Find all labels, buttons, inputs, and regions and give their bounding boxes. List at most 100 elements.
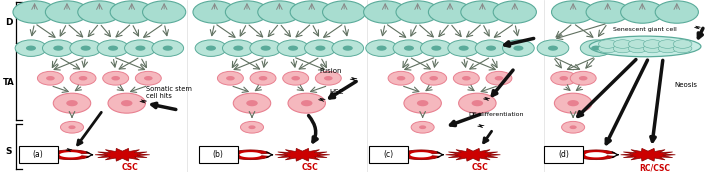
Ellipse shape [598,40,617,48]
Wedge shape [576,150,615,160]
Ellipse shape [629,44,647,53]
Ellipse shape [217,71,243,85]
Polygon shape [66,148,72,152]
Ellipse shape [233,93,271,113]
Ellipse shape [53,93,91,113]
Ellipse shape [411,121,434,133]
Text: CSC: CSC [121,163,138,172]
Ellipse shape [110,1,153,23]
Ellipse shape [261,46,271,51]
Ellipse shape [288,46,298,51]
Ellipse shape [629,40,647,48]
Ellipse shape [240,121,264,133]
Polygon shape [318,98,325,101]
Text: (d): (d) [558,151,570,159]
FancyBboxPatch shape [19,146,58,163]
Text: (c): (c) [384,151,394,159]
Text: (a): (a) [33,151,43,159]
Ellipse shape [112,76,120,81]
Wedge shape [401,150,440,160]
Ellipse shape [552,1,595,23]
Ellipse shape [579,76,588,81]
Polygon shape [483,97,490,101]
Ellipse shape [420,40,452,56]
Ellipse shape [366,40,397,56]
Ellipse shape [658,44,677,53]
Ellipse shape [70,40,102,56]
Ellipse shape [315,46,325,51]
Ellipse shape [461,1,504,23]
Ellipse shape [404,46,414,51]
Ellipse shape [108,46,118,51]
Ellipse shape [397,76,405,81]
Ellipse shape [258,1,301,23]
Wedge shape [230,150,269,160]
Ellipse shape [103,71,129,85]
Ellipse shape [13,1,56,23]
Polygon shape [140,100,147,103]
Wedge shape [240,152,261,157]
Ellipse shape [462,76,471,81]
Ellipse shape [135,46,145,51]
Ellipse shape [613,44,632,53]
Ellipse shape [125,40,156,56]
Ellipse shape [448,40,480,56]
Ellipse shape [562,121,585,133]
Ellipse shape [655,1,698,23]
Ellipse shape [419,125,426,129]
FancyBboxPatch shape [369,146,408,163]
Ellipse shape [323,1,366,23]
FancyBboxPatch shape [544,146,583,163]
Ellipse shape [548,46,558,51]
Ellipse shape [475,40,507,56]
Ellipse shape [135,71,161,85]
Ellipse shape [459,93,496,113]
Ellipse shape [431,46,441,51]
Ellipse shape [143,1,186,23]
Ellipse shape [377,46,387,51]
Ellipse shape [658,40,677,48]
Ellipse shape [152,40,184,56]
Polygon shape [350,77,357,81]
Ellipse shape [15,40,47,56]
Ellipse shape [81,46,91,51]
Ellipse shape [591,46,601,51]
Ellipse shape [495,76,503,81]
Polygon shape [477,124,485,128]
Ellipse shape [206,46,216,51]
Ellipse shape [97,40,129,56]
Text: (b): (b) [212,151,224,159]
Ellipse shape [248,125,256,129]
Ellipse shape [78,1,121,23]
Ellipse shape [324,76,333,81]
Polygon shape [446,148,500,161]
Text: Somatic stem
cell hits: Somatic stem cell hits [146,86,192,99]
Wedge shape [60,152,81,157]
Ellipse shape [292,76,300,81]
Ellipse shape [332,40,364,56]
Ellipse shape [283,71,309,85]
Ellipse shape [42,40,74,56]
Polygon shape [694,26,701,29]
Ellipse shape [493,1,536,23]
Ellipse shape [250,40,282,56]
Ellipse shape [193,1,236,23]
Ellipse shape [222,40,254,56]
Ellipse shape [305,40,336,56]
Ellipse shape [643,40,662,48]
Ellipse shape [420,71,446,85]
Text: CSC: CSC [301,163,318,172]
Ellipse shape [258,76,267,81]
Text: DE-differentiation: DE-differentiation [468,112,523,117]
Ellipse shape [454,71,480,85]
Ellipse shape [513,46,523,51]
Wedge shape [410,152,432,157]
Ellipse shape [598,44,617,53]
Ellipse shape [567,100,579,106]
Ellipse shape [459,46,469,51]
Ellipse shape [417,100,428,106]
Ellipse shape [554,93,592,113]
Wedge shape [585,152,607,157]
Ellipse shape [570,71,596,85]
Ellipse shape [195,40,227,56]
